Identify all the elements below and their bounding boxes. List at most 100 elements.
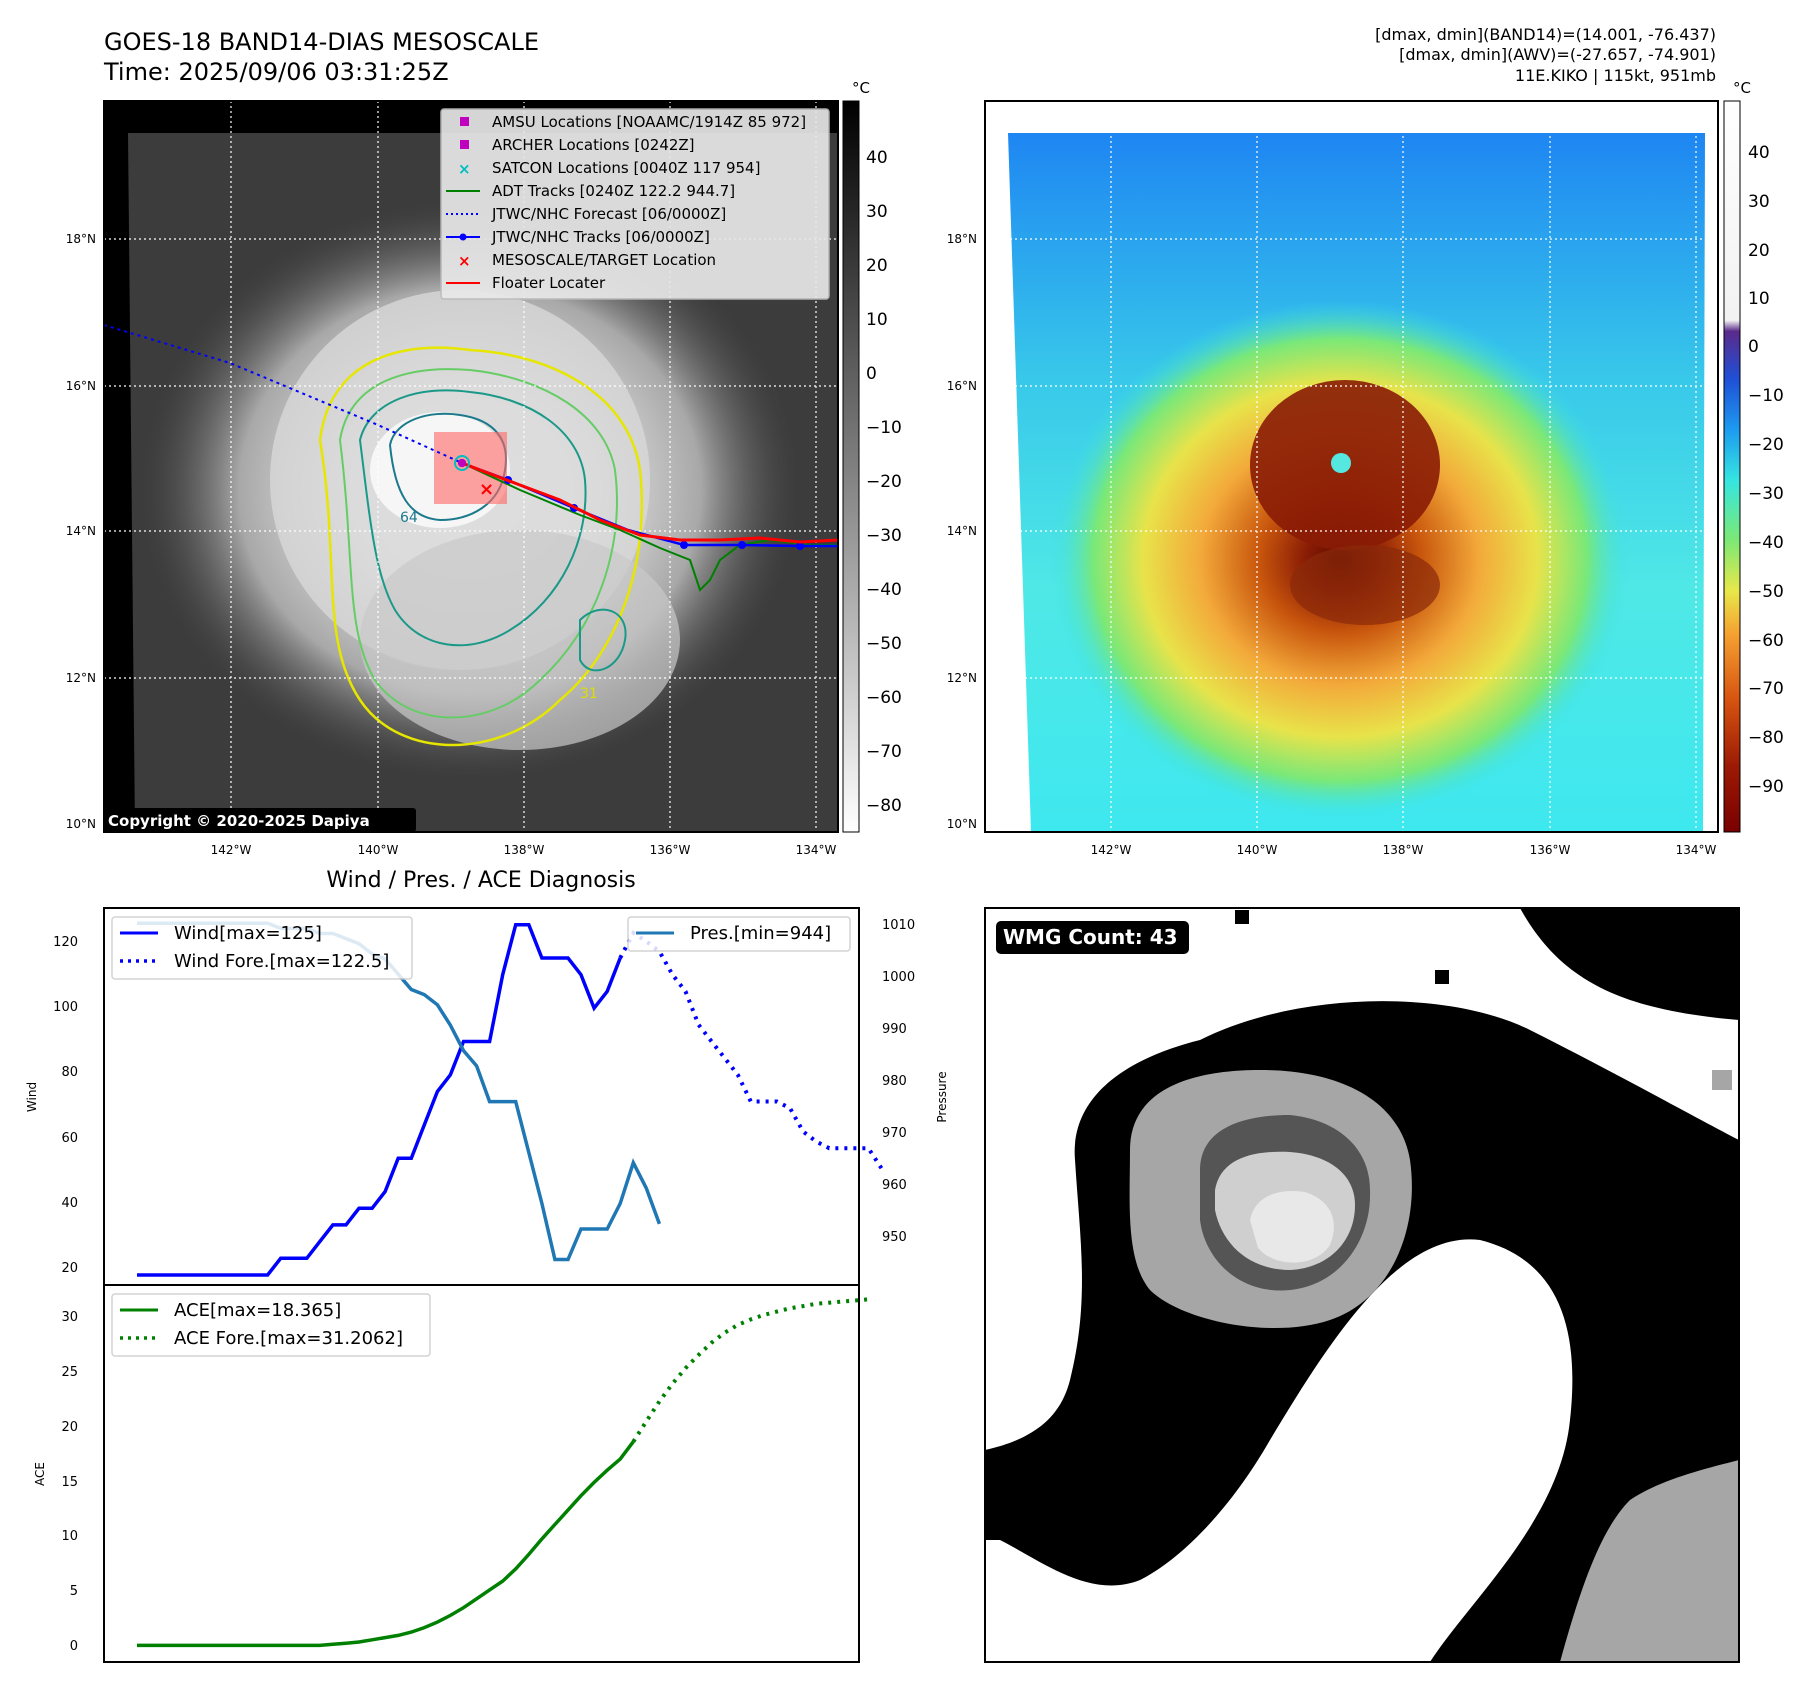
ace-ticks: 30 25 20 15 10 5 0: [61, 1310, 78, 1654]
info-line2: [dmax, dmin](AWV)=(-27.657, -74.901): [1399, 45, 1716, 64]
svg-text:−10: −10: [866, 418, 902, 438]
ir-colorbar-ticks: 40 30 20 10 0 −10 −20 −30 −40 −50 −60 −7…: [866, 148, 902, 816]
diagnosis-title: Wind / Pres. / ACE Diagnosis: [326, 868, 635, 893]
svg-text:100: 100: [53, 1000, 78, 1015]
color-imagery: [985, 101, 1718, 832]
svg-text:140°W: 140°W: [1237, 843, 1278, 857]
ir-lat-labels: 18°N 16°N 14°N 12°N 10°N: [66, 232, 96, 831]
svg-text:−50: −50: [1748, 582, 1784, 602]
legend-wind-fore: Wind Fore.[max=122.5]: [174, 951, 389, 972]
legend-floater: Floater Locater: [492, 274, 606, 292]
svg-text:30: 30: [1748, 192, 1770, 212]
svg-text:0: 0: [70, 1639, 78, 1654]
ir-imagery: 64 31 ×: [104, 101, 838, 832]
svg-text:20: 20: [1748, 241, 1770, 261]
svg-text:−60: −60: [1748, 631, 1784, 651]
legend-archer: ARCHER Locations [0242Z]: [492, 136, 695, 154]
legend-pres: Pres.[min=944]: [690, 923, 831, 944]
svg-text:10°N: 10°N: [66, 817, 96, 831]
svg-text:18°N: 18°N: [947, 232, 977, 246]
svg-text:40: 40: [61, 1196, 78, 1211]
ir-colorbar: [842, 100, 860, 833]
svg-text:990: 990: [882, 1022, 907, 1037]
svg-text:−70: −70: [866, 742, 902, 762]
legend-target: MESOSCALE/TARGET Location: [492, 251, 716, 269]
svg-text:12°N: 12°N: [947, 671, 977, 685]
svg-text:80: 80: [61, 1065, 78, 1080]
wmg-count-badge: WMG Count: 43: [1003, 925, 1178, 949]
legend-jtwc-tracks: JTWC/NHC Tracks [06/0000Z]: [491, 228, 710, 246]
svg-text:−80: −80: [1748, 728, 1784, 748]
svg-text:×: ×: [458, 160, 471, 178]
ace-legend: ACE[max=18.365] ACE Fore.[max=31.2062]: [111, 1293, 431, 1357]
svg-text:14°N: 14°N: [66, 524, 96, 538]
ir-map-panel: 64 31 ×: [66, 79, 902, 857]
svg-text:18°N: 18°N: [66, 232, 96, 246]
color-colorbar-unit: °C: [1733, 79, 1751, 97]
svg-text:−80: −80: [866, 796, 902, 816]
legend-wind: Wind[max=125]: [174, 923, 322, 944]
svg-text:140°W: 140°W: [358, 843, 399, 857]
svg-text:20: 20: [866, 256, 888, 276]
svg-text:40: 40: [866, 148, 888, 168]
svg-text:−30: −30: [866, 526, 902, 546]
ace-forecast-series-line: [631, 1297, 869, 1443]
color-lat-labels: 18°N 16°N 14°N 12°N 10°N: [947, 232, 977, 831]
legend-amsu: AMSU Locations [NOAAMC/1914Z 85 972]: [492, 113, 806, 131]
svg-text:12°N: 12°N: [66, 671, 96, 685]
legend-ace-fore: ACE Fore.[max=31.2062]: [174, 1328, 403, 1349]
svg-text:960: 960: [882, 1178, 907, 1193]
wmg-panel: WMG Count: 43: [984, 907, 1740, 1663]
ace-plot: [137, 1297, 869, 1648]
pressure-ticks: 1010 1000 990 980 970 960 950: [882, 918, 915, 1245]
contour-label-64: 64: [400, 510, 418, 526]
ace-series-line: [137, 1440, 635, 1648]
svg-text:−60: −60: [866, 688, 902, 708]
info-line3: 11E.KIKO | 115kt, 951mb: [1515, 66, 1716, 85]
color-colorbar: [1723, 100, 1741, 833]
ir-legend: × × AMSU Locations [NOAAMC/1914Z 85 972]…: [440, 108, 830, 300]
svg-text:×: ×: [458, 252, 471, 270]
svg-text:0: 0: [866, 364, 877, 384]
svg-text:1010: 1010: [882, 918, 915, 933]
svg-text:134°W: 134°W: [1676, 843, 1717, 857]
svg-text:−70: −70: [1748, 679, 1784, 699]
copyright: Copyright © 2020-2025 Dapiya: [108, 812, 370, 830]
legend-jtwc-forecast: JTWC/NHC Forecast [06/0000Z]: [491, 205, 726, 223]
svg-text:−30: −30: [1748, 484, 1784, 504]
jtwc-forecast-line: [104, 324, 463, 464]
svg-text:20: 20: [61, 1261, 78, 1276]
diagnosis-panel: Wind / Pres. / ACE Diagnosis Wind Pressu…: [25, 868, 949, 1663]
contour-label-31: 31: [580, 686, 598, 702]
svg-text:30: 30: [61, 1310, 78, 1325]
svg-text:−50: −50: [866, 634, 902, 654]
svg-text:16°N: 16°N: [66, 379, 96, 393]
svg-text:−40: −40: [1748, 533, 1784, 553]
svg-text:10: 10: [866, 310, 888, 330]
svg-text:134°W: 134°W: [796, 843, 837, 857]
wind-legend: Wind[max=125] Wind Fore.[max=122.5]: [111, 916, 413, 980]
svg-text:15: 15: [61, 1475, 78, 1490]
wind-axis-label: Wind: [25, 1082, 39, 1112]
target-marker: ×: [479, 479, 494, 500]
svg-text:950: 950: [882, 1230, 907, 1245]
svg-text:136°W: 136°W: [650, 843, 691, 857]
svg-text:970: 970: [882, 1126, 907, 1141]
wmg-imagery: [985, 908, 1739, 1662]
svg-text:120: 120: [53, 935, 78, 950]
svg-text:5: 5: [70, 1584, 78, 1599]
svg-text:1000: 1000: [882, 970, 915, 985]
legend-satcon: SATCON Locations [0040Z 117 954]: [492, 159, 760, 177]
svg-text:−20: −20: [1748, 435, 1784, 455]
figure-title-line1: GOES-18 BAND14-DIAS MESOSCALE: [104, 28, 539, 56]
ir-lon-labels: 142°W 140°W 138°W 136°W 134°W: [211, 843, 837, 857]
svg-text:10: 10: [1748, 289, 1770, 309]
svg-text:−90: −90: [1748, 777, 1784, 797]
color-gridlines: [985, 101, 1718, 832]
satcon-marker: [454, 455, 470, 471]
wind-ticks: 120 100 80 60 40 20: [53, 935, 78, 1276]
info-line1: [dmax, dmin](BAND14)=(14.001, -76.437): [1375, 25, 1716, 44]
svg-text:16°N: 16°N: [947, 379, 977, 393]
legend-adt: ADT Tracks [0240Z 122.2 944.7]: [492, 182, 735, 200]
wind-series-line: [137, 922, 622, 1277]
